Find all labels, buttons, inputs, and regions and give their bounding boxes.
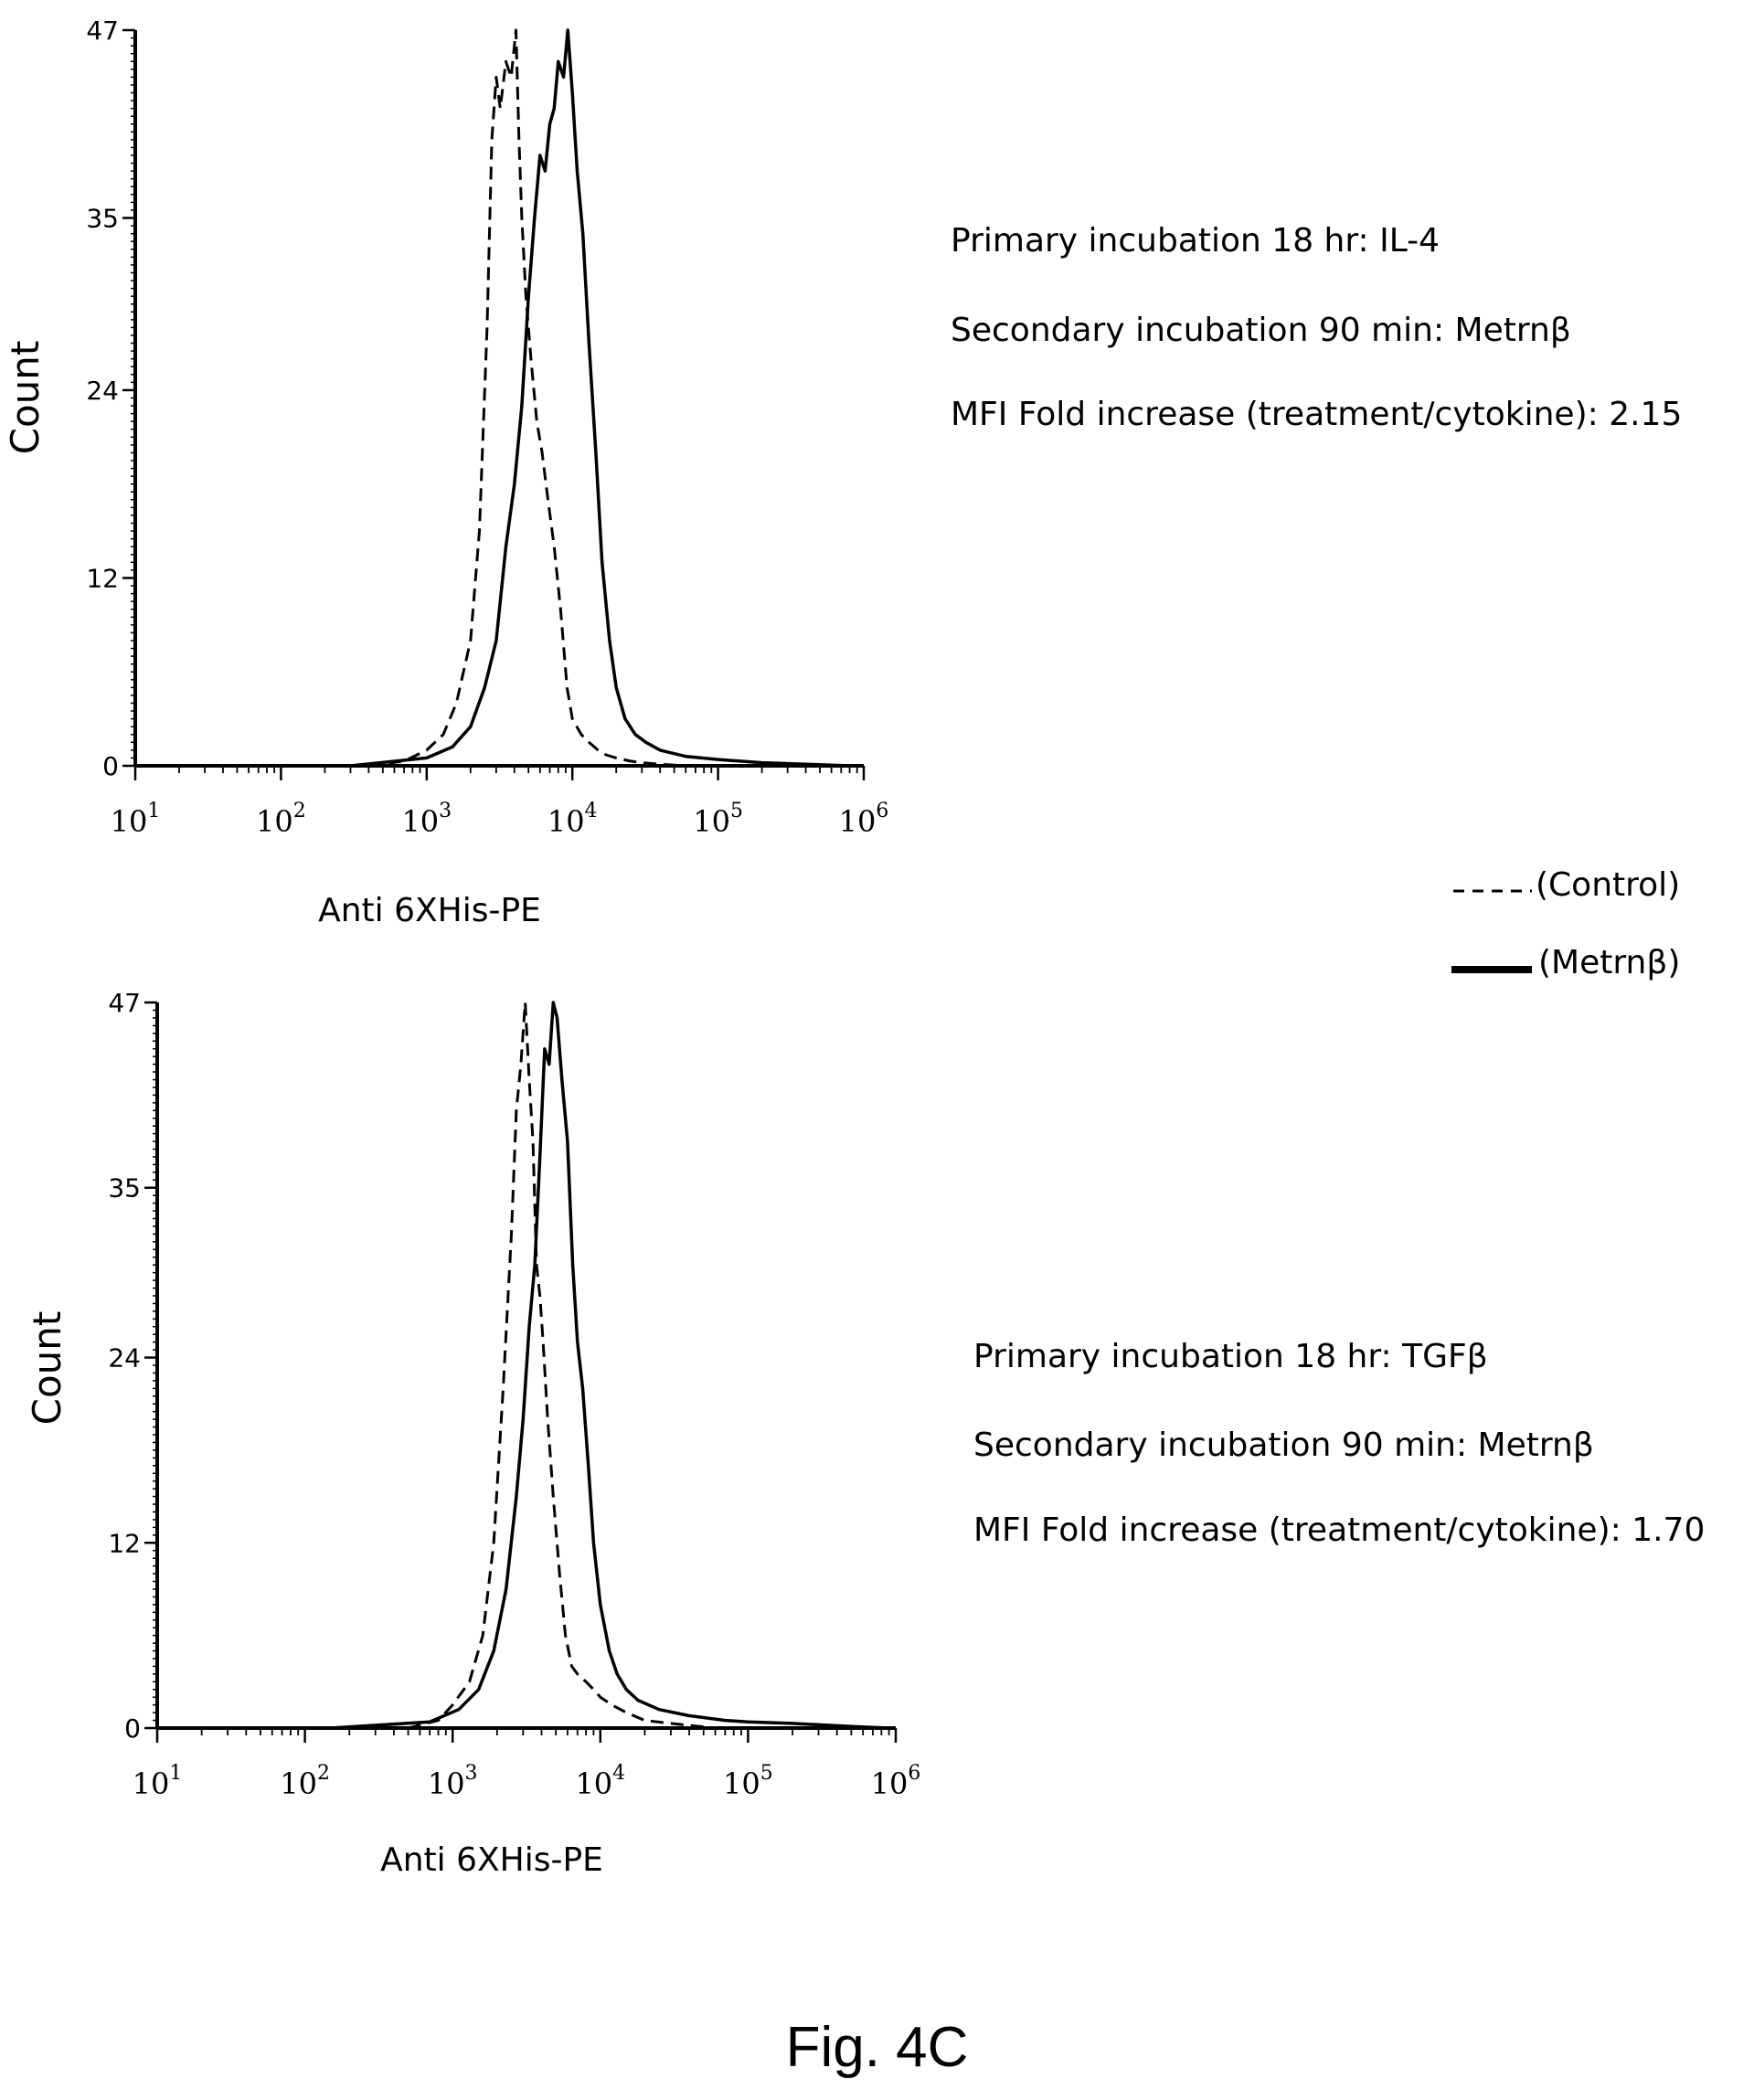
control-series-line bbox=[368, 28, 686, 768]
y-tick-label: 24 bbox=[86, 376, 119, 406]
legend-label-metrn: (Metrnβ) bbox=[1538, 944, 1681, 981]
y-tick-label: 0 bbox=[124, 1713, 141, 1744]
panel-1-secondary-incubation: Secondary incubation 90 min: Metrnβ bbox=[951, 312, 1571, 349]
y-axis-label: Count bbox=[3, 341, 48, 455]
x-tick-label: 102 bbox=[280, 1762, 330, 1801]
panel-2-mfi-fold-increase: MFI Fold increase (treatment/cytokine): … bbox=[973, 1511, 1706, 1549]
x-tick-label: 101 bbox=[111, 800, 161, 839]
x-tick-label: 106 bbox=[871, 1762, 921, 1801]
y-axis-label: Count bbox=[25, 1311, 69, 1426]
histogram-panel-2: 0 12 24 35 47 101 102 103 104 105 106 Anti 6XHis-PE… bbox=[25, 988, 920, 1879]
legend bbox=[1451, 889, 1532, 973]
y-tick-label: 0 bbox=[102, 751, 119, 781]
x-tick-label: 103 bbox=[428, 1762, 478, 1801]
y-tick-label: 12 bbox=[108, 1528, 141, 1558]
x-tick-label: 102 bbox=[256, 800, 306, 839]
x-tick-label: 106 bbox=[839, 800, 889, 839]
y-tick-label: 35 bbox=[108, 1173, 141, 1204]
y-tick-label: 47 bbox=[86, 16, 119, 46]
y-tick-label: 24 bbox=[108, 1343, 141, 1373]
x-tick-label: 105 bbox=[693, 800, 743, 839]
y-tick-label: 12 bbox=[86, 563, 119, 593]
panel-1-primary-incubation: Primary incubation 18 hr: IL-4 bbox=[951, 222, 1440, 260]
metrn-series-line bbox=[330, 1001, 889, 1730]
y-tick-label: 35 bbox=[86, 204, 119, 234]
x-tick-label: 104 bbox=[547, 800, 598, 839]
x-tick-label: 104 bbox=[575, 1762, 625, 1801]
x-tick-label: 101 bbox=[133, 1762, 183, 1801]
panel-2-secondary-incubation: Secondary incubation 90 min: Metrnβ bbox=[973, 1427, 1594, 1464]
panel-2-primary-incubation: Primary incubation 18 hr: TGFβ bbox=[973, 1338, 1488, 1375]
metrn-series-line bbox=[350, 28, 850, 768]
legend-label-control: (Control) bbox=[1536, 866, 1681, 904]
x-axis-label: Anti 6XHis-PE bbox=[380, 1841, 603, 1879]
x-axis-label: Anti 6XHis-PE bbox=[318, 892, 541, 929]
control-series-line bbox=[408, 1001, 716, 1730]
x-tick-label: 105 bbox=[723, 1762, 773, 1801]
figure-label: Fig. 4C bbox=[785, 2016, 969, 2079]
histogram-panel-1: 0 12 24 35 47 101 102 103 104 105 106 Anti 6XHis-PE… bbox=[3, 16, 888, 929]
y-tick-label: 47 bbox=[108, 988, 141, 1018]
x-tick-label: 103 bbox=[401, 800, 452, 839]
panel-1-mfi-fold-increase: MFI Fold increase (treatment/cytokine): … bbox=[951, 396, 1683, 433]
